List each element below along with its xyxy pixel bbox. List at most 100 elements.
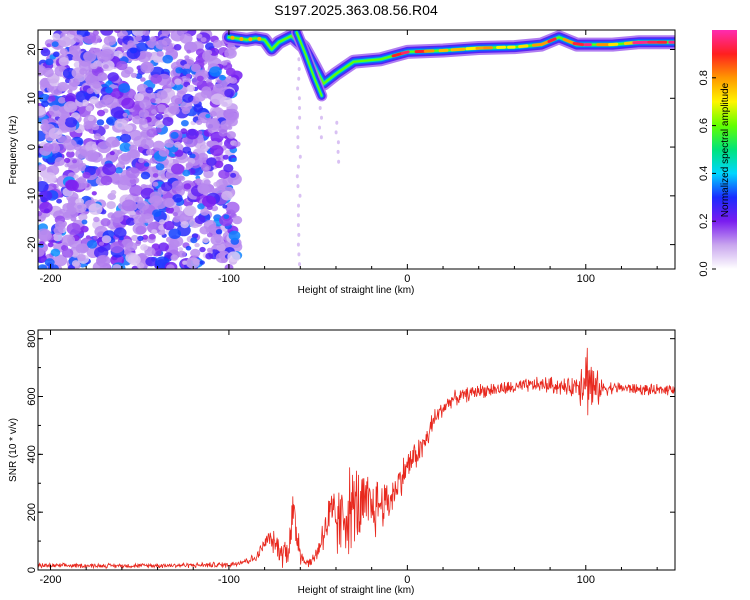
noise-cell [152, 55, 163, 63]
noise-cell [210, 145, 224, 157]
colorbar-tick-label: 0.0 [698, 261, 710, 276]
noise-cell [129, 129, 143, 141]
noise-cell [66, 150, 75, 158]
noise-cell [48, 105, 63, 117]
noise-cell [129, 178, 137, 184]
noise-cell [172, 212, 178, 217]
noise-cell [131, 30, 146, 37]
noise-cell [89, 47, 95, 52]
noise-cell [97, 72, 108, 81]
streak-cell [297, 57, 301, 62]
noise-cell [96, 254, 111, 267]
x-tick-label: -200 [39, 273, 61, 285]
noise-cell [185, 73, 192, 79]
noise-cell [222, 204, 228, 209]
streak-cell [298, 193, 302, 198]
noise-cell [120, 69, 131, 78]
noise-cell [129, 47, 138, 54]
noise-cell [130, 72, 138, 78]
noise-cell [193, 104, 204, 113]
y-tick-label: -10 [26, 188, 38, 204]
y-tick-label: 600 [26, 387, 38, 405]
x-tick-label: -100 [218, 574, 240, 586]
noise-cell [197, 184, 210, 195]
streak-cell [296, 145, 300, 150]
noise-cell [79, 68, 88, 75]
track-hot-segment [572, 42, 585, 47]
noise-cell [175, 67, 183, 74]
noise-cell [183, 63, 190, 69]
noise-cell [100, 30, 114, 36]
noise-cell [84, 31, 90, 37]
streak-cell [296, 184, 300, 189]
noise-cell [140, 77, 146, 82]
noise-cell [45, 58, 54, 66]
noise-cell [156, 50, 164, 57]
noise-cell [48, 127, 63, 140]
noise-cell [81, 219, 88, 225]
noise-cell [147, 221, 162, 234]
noise-cell [177, 250, 186, 258]
streak-cell [296, 86, 300, 91]
streak-cell [296, 135, 300, 140]
noise-cell [40, 123, 50, 131]
noise-cell [58, 57, 70, 66]
noise-cell [131, 234, 139, 242]
streak-cell [297, 96, 301, 101]
noise-cell [73, 202, 87, 214]
noise-cell [159, 219, 166, 225]
noise-cell [72, 159, 77, 164]
noise-cell [194, 242, 200, 248]
noise-cell [38, 64, 47, 77]
noise-cell [225, 201, 240, 214]
streak-cell [297, 252, 301, 257]
noise-cell [152, 173, 159, 178]
streak-cell [298, 115, 302, 120]
noise-cell [183, 183, 192, 190]
noise-cell [194, 179, 201, 184]
streak-cell [298, 106, 301, 110]
noise-cell [90, 62, 98, 70]
noise-cell [129, 144, 138, 152]
noise-cell [223, 214, 230, 220]
noise-cell [141, 213, 154, 224]
noise-cell [39, 190, 53, 202]
noise-cell [40, 48, 51, 57]
noise-cell [70, 216, 77, 222]
noise-cell [52, 232, 63, 242]
noise-cell [223, 164, 234, 173]
noise-cell [65, 179, 79, 191]
track-hot-segment [401, 50, 410, 55]
spectrogram-y-axis: 20 10 0 -10 -20 [26, 43, 675, 270]
noise-cell [103, 124, 110, 130]
noise-cell [155, 163, 165, 171]
streak-cell [336, 149, 340, 154]
noise-cell [87, 115, 95, 122]
secondary-track-layer [295, 31, 323, 97]
noise-cell [114, 30, 121, 34]
noise-cell [96, 50, 112, 63]
noise-cell [145, 256, 157, 267]
noise-cell [91, 191, 97, 196]
noise-cell [47, 242, 54, 248]
noise-cell [205, 252, 214, 260]
noise-cell [194, 92, 206, 102]
noise-cell [166, 264, 175, 269]
noise-cell [69, 78, 80, 87]
noise-cell [202, 195, 217, 208]
noise-cell [220, 120, 232, 130]
x-tick-label: 0 [404, 273, 410, 285]
colorbar-tick-label: 0.4 [698, 166, 710, 181]
noise-cell [179, 33, 193, 44]
noise-cell [120, 152, 132, 162]
noise-cell [61, 30, 70, 35]
noise-cell [211, 188, 218, 193]
streak-cell [295, 174, 299, 179]
noise-cell [43, 208, 50, 214]
noise-cell [180, 30, 188, 34]
streak-cell [296, 223, 300, 228]
noise-cell [151, 109, 157, 114]
noise-cell [185, 245, 192, 251]
noise-cell [75, 243, 89, 254]
